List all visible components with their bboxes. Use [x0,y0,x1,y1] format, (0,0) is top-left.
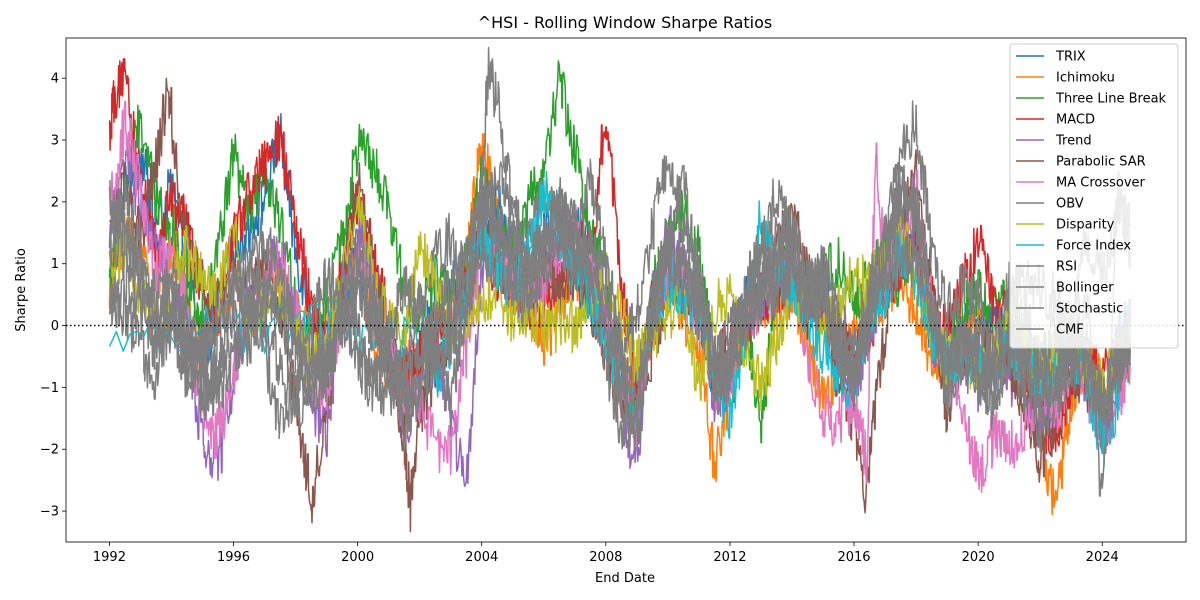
x-axis-title: End Date [595,571,655,586]
series-layer [108,46,1131,533]
legend-entry: RSI [1056,260,1077,275]
y-tick-label: 0 [51,319,59,334]
y-tick-label: 1 [51,257,59,272]
y-tick-label: −3 [40,505,59,520]
x-axis: 1992 1996 2000 2004 2008 2012 2016 2020 2024 [93,542,1119,565]
legend-entry: Disparity [1056,218,1115,233]
x-tick-label: 2000 [341,550,374,565]
x-tick-label: 2008 [589,550,622,565]
x-tick-label: 2016 [837,550,870,565]
y-tick-label: −2 [40,443,59,458]
legend-entry: Stochastic [1056,302,1123,317]
plot-frame [65,37,1187,543]
x-tick-label: 2004 [465,550,498,565]
x-tick-label: 2012 [713,550,746,565]
legend-entry: TRIX [1055,50,1086,65]
legend-entry: Three Line Break [1055,92,1167,107]
legend-entry: Force Index [1056,239,1131,254]
chart-title: ^HSI - Rolling Window Sharpe Ratios [478,13,773,32]
y-axis: −3 −2 −1 0 1 2 3 4 [40,72,66,520]
y-tick-label: 3 [51,134,59,149]
legend-entry: Trend [1055,134,1092,149]
legend-entry: MA Crossover [1056,176,1146,191]
legend-entry: CMF [1056,323,1084,338]
series-line-cmf [109,164,1131,434]
y-tick-label: −1 [40,381,59,396]
legend-box [1009,43,1179,349]
x-tick-label: 2020 [962,550,995,565]
legend-entry: MACD [1056,113,1095,128]
legend-entry: Ichimoku [1056,71,1115,86]
legend-entry: OBV [1056,197,1084,212]
x-tick-label: 1996 [217,550,250,565]
y-axis-title: Sharpe Ratio [14,248,29,332]
x-tick-label: 2024 [1086,550,1119,565]
y-tick-label: 4 [51,72,59,87]
x-tick-label: 1992 [93,550,126,565]
legend: TRIX Ichimoku Three Line Break MACD Trend Par… [1009,43,1179,349]
legend-entry: Parabolic SAR [1056,155,1146,170]
legend-entry: Bollinger [1056,281,1114,296]
y-tick-label: 2 [51,195,59,210]
